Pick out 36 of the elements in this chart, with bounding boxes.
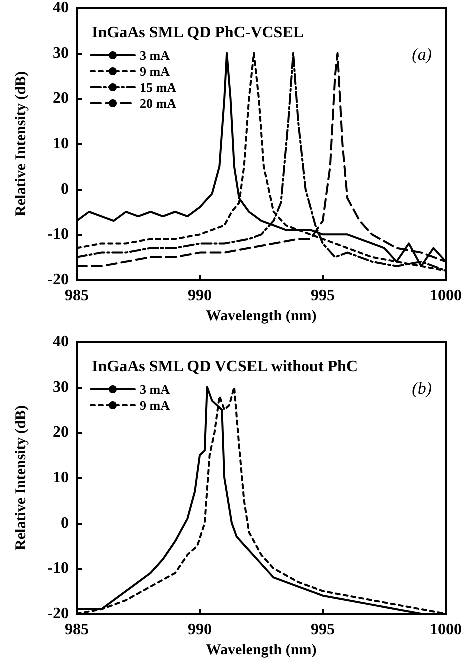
y-axis-title: Relative Intensity (dB) bbox=[14, 406, 30, 550]
y-tick-label: 40 bbox=[53, 0, 69, 16]
x-axis-title: Wavelength (nm) bbox=[206, 642, 317, 658]
x-tick-label: 995 bbox=[311, 288, 335, 304]
x-tick-label: 995 bbox=[311, 622, 335, 638]
x-tick-label: 985 bbox=[65, 622, 89, 638]
y-tick-label: 20 bbox=[53, 90, 69, 108]
x-tick-label: 990 bbox=[188, 622, 212, 638]
legend-label: 3 mA bbox=[140, 48, 171, 63]
y-tick-label: -10 bbox=[48, 560, 69, 578]
y-tick-label: 40 bbox=[53, 334, 69, 350]
y-tick-label: -20 bbox=[48, 272, 69, 288]
annotation: (a) bbox=[412, 45, 432, 64]
x-tick-label: 985 bbox=[65, 288, 89, 304]
annotation: (b) bbox=[412, 379, 432, 398]
y-tick-label: 20 bbox=[53, 424, 69, 442]
legend-label: 3 mA bbox=[140, 382, 171, 397]
y-tick-label: 0 bbox=[61, 514, 69, 532]
x-tick-label: 1000 bbox=[430, 288, 462, 304]
text: InGaAs SML QD PhC-VCSEL bbox=[92, 24, 304, 42]
text: InGaAs SML QD VCSEL without PhC bbox=[92, 358, 358, 376]
x-tick-label: 1000 bbox=[430, 622, 462, 638]
legend-label: 20 mA bbox=[140, 96, 178, 111]
y-tick-label: 30 bbox=[53, 378, 69, 396]
y-tick-label: 10 bbox=[53, 136, 69, 152]
y-tick-label: -20 bbox=[48, 606, 69, 622]
y-axis-title: Relative Intensity (dB) bbox=[14, 72, 30, 216]
legend-label: 9 mA bbox=[140, 64, 171, 79]
y-tick-label: -10 bbox=[48, 226, 69, 244]
y-tick-label: 30 bbox=[53, 44, 69, 62]
x-axis-title: Wavelength (nm) bbox=[206, 308, 317, 324]
y-tick-label: 0 bbox=[61, 180, 69, 198]
y-tick-label: 10 bbox=[53, 470, 69, 486]
legend-label: 9 mA bbox=[140, 398, 171, 413]
x-tick-label: 990 bbox=[188, 288, 212, 304]
legend-label: 15 mA bbox=[140, 80, 178, 95]
